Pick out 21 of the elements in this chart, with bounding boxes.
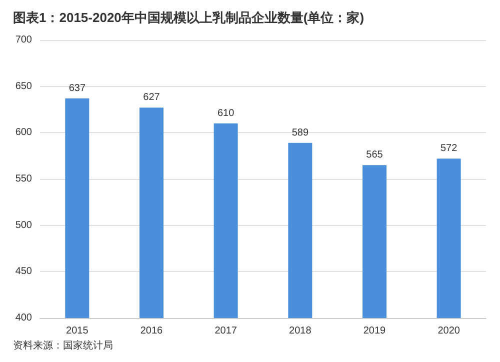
y-tick-label: 550 [15,174,32,184]
x-tick-label: 2015 [66,326,89,336]
x-tick-label: 2017 [214,326,238,336]
chart-title: 图表1：2015-2020年中国规模以上乳制品企业数量(单位：家) [13,10,364,25]
x-tick-label: 2018 [289,326,312,336]
data-label: 589 [292,127,309,138]
y-tick-label: 600 [15,127,32,138]
text: 资料来源：国家统计局 [13,340,113,352]
data-label: 637 [68,82,86,94]
data-label: 627 [143,92,160,104]
y-tick-label: 650 [15,80,32,92]
y-tick-label: 500 [15,220,32,231]
x-tick-label: 2020 [438,326,460,336]
data-label: 572 [440,143,458,154]
y-tick-label: 450 [15,266,32,278]
data-label: 610 [217,108,235,119]
data-label: 565 [366,150,384,161]
x-tick-label: 2019 [363,326,386,336]
y-tick-label: 700 [15,34,32,46]
y-tick-label: 400 [15,312,32,324]
x-tick-label: 2016 [140,326,164,336]
